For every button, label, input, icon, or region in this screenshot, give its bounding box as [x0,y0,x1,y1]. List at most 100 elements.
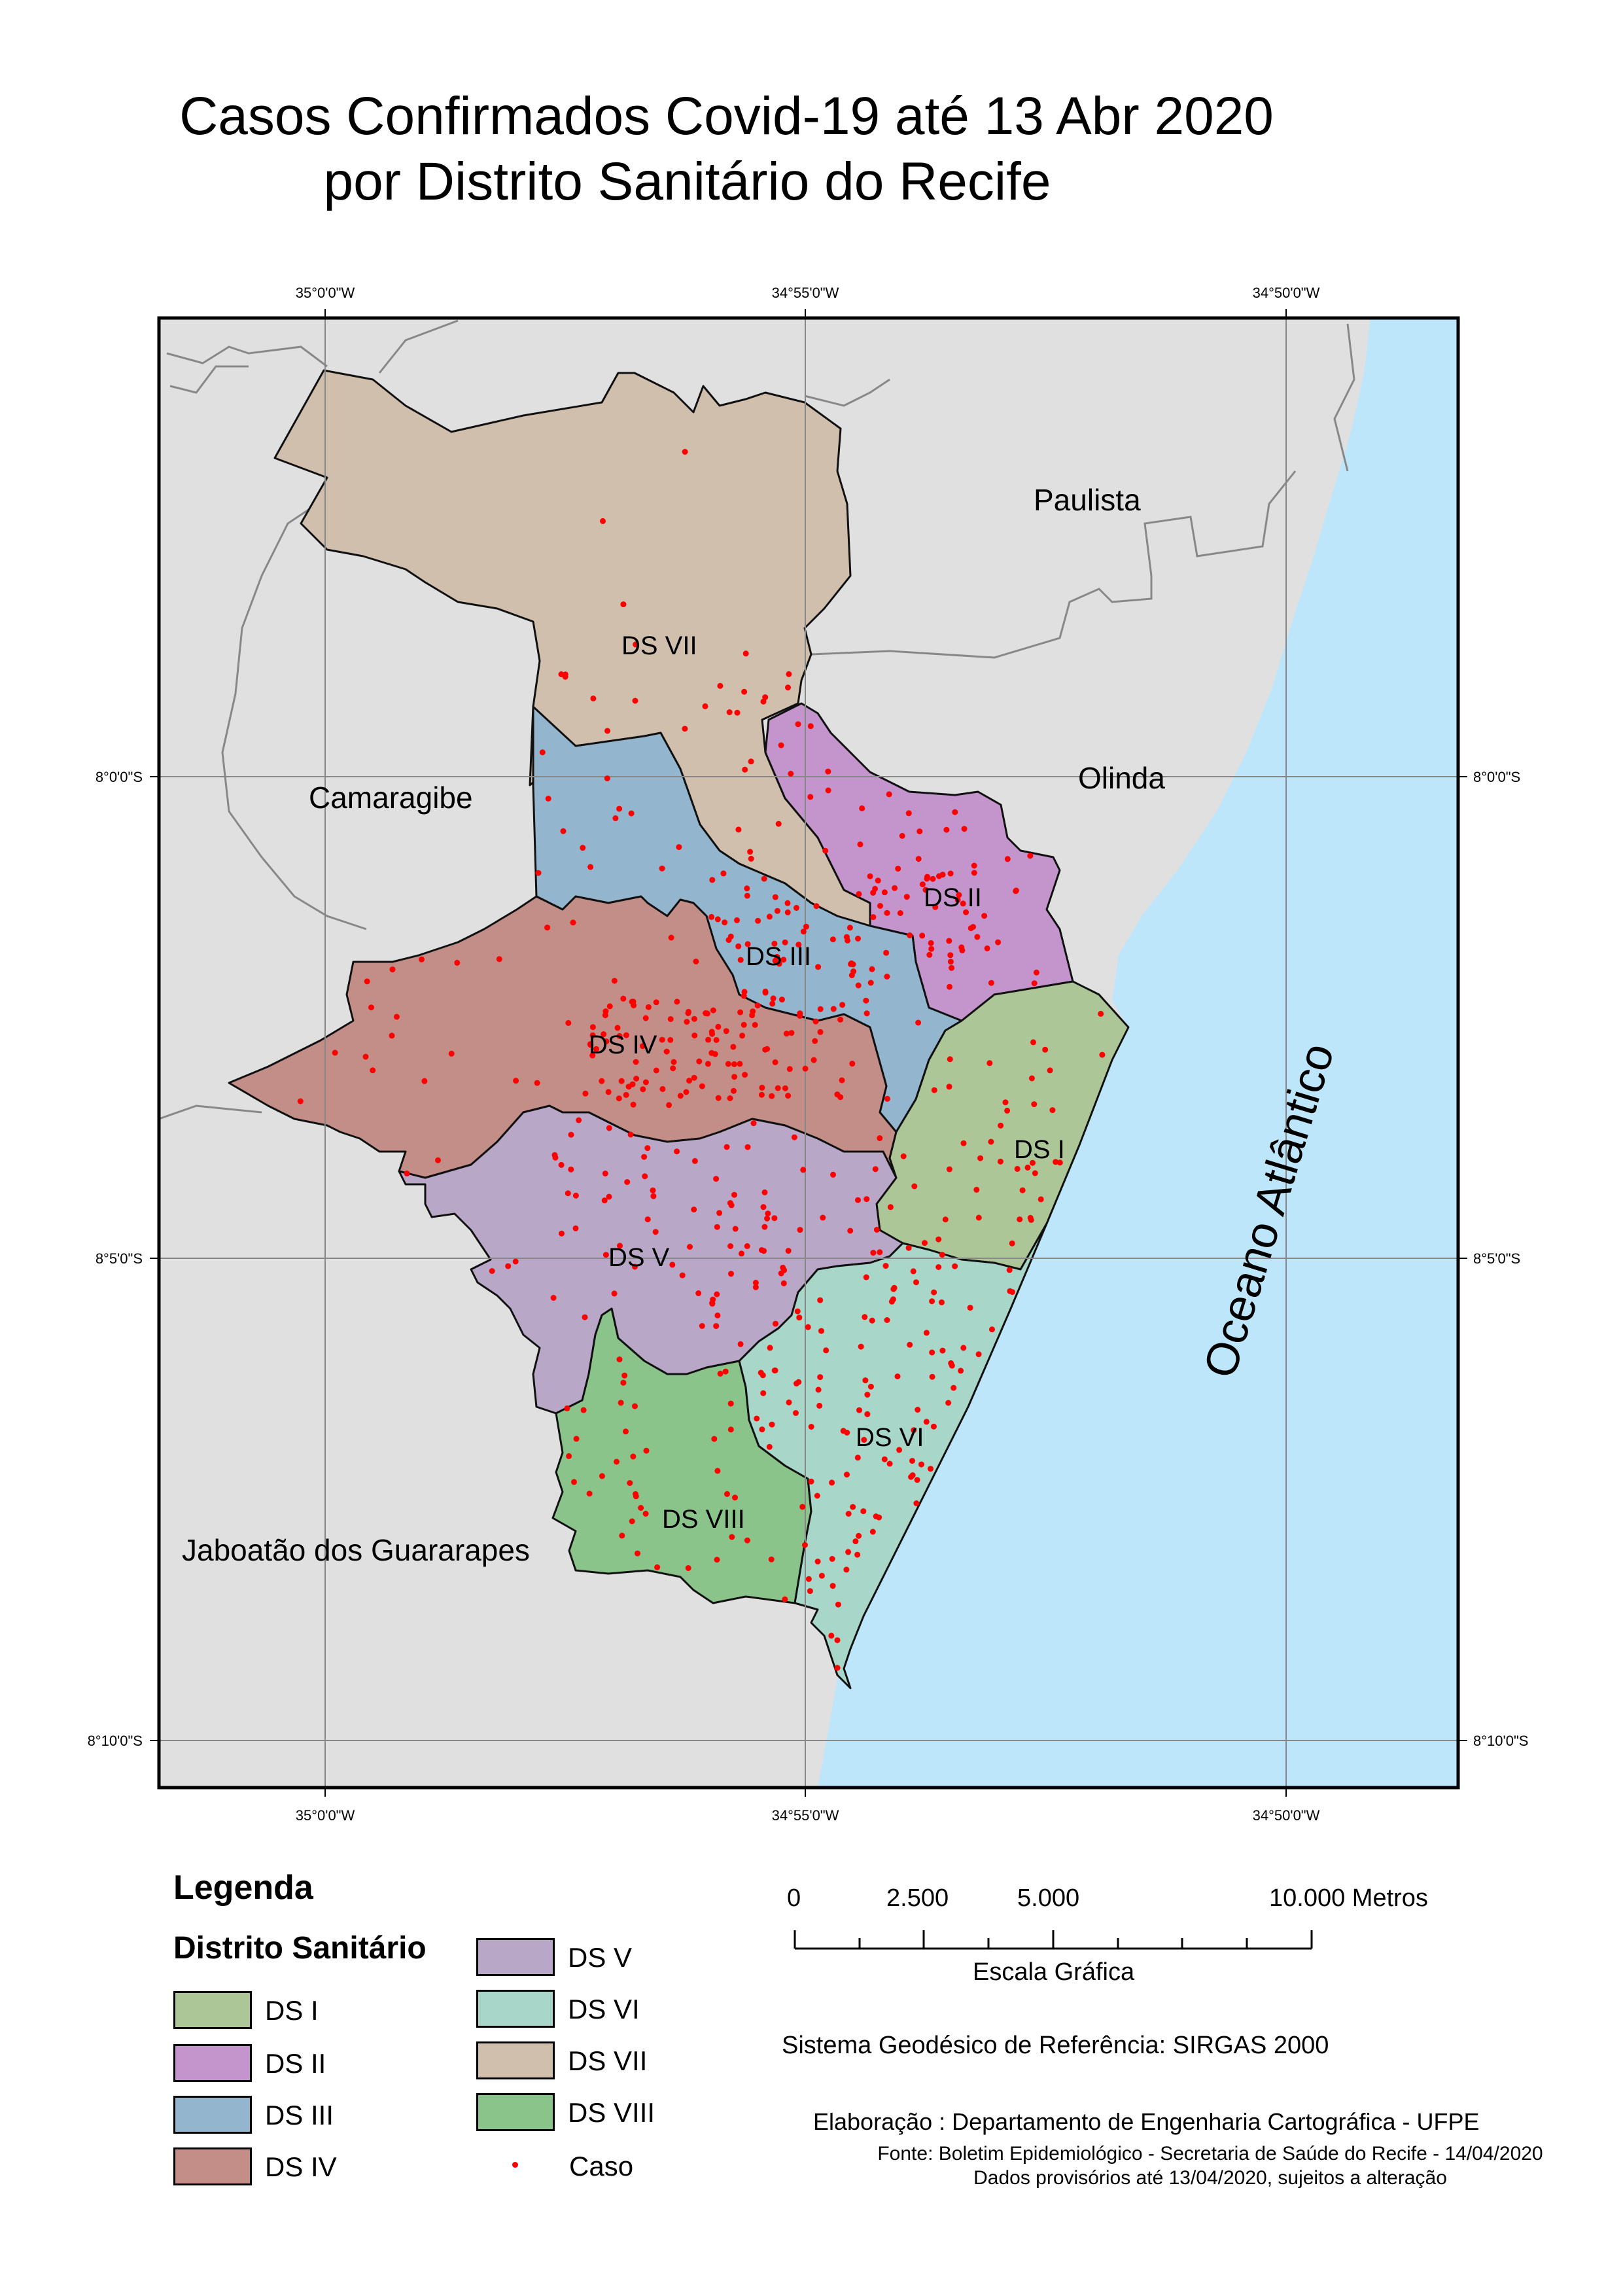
case-dot [873,1513,879,1519]
credits-elaboration: Elaboração : Departamento de Engenharia … [813,2108,1480,2135]
case-dot [855,982,862,989]
case-dot [1013,887,1019,894]
case-dot [903,894,910,900]
case-dot [580,1407,587,1413]
case-dot [956,892,962,898]
case-dot [370,1067,376,1074]
case-dot [699,1083,705,1089]
case-dot [848,960,854,966]
case-dot [582,1090,589,1097]
case-dot [854,1455,861,1461]
case-dot [793,1410,799,1416]
case-dot [512,1258,519,1265]
case-dot [1017,1216,1023,1223]
case-dot [744,885,750,892]
case-dot [960,900,966,907]
case-dot [909,1458,915,1464]
case-dot [750,1008,756,1015]
case-dot [741,993,747,999]
case-dot [785,684,791,691]
case-dot [699,1323,705,1329]
case-dot [864,1010,870,1017]
case-dot [650,1193,657,1199]
lon-label-top-2: 34°55'0"W [772,285,839,301]
case-dot [735,943,742,949]
case-dot [764,1046,771,1052]
case-dot [758,1091,765,1098]
case-dot [797,1010,803,1017]
case-dot [570,919,576,926]
case-dot [762,988,769,995]
case-dot [930,1423,937,1430]
case-dot [817,1029,824,1035]
case-dot [997,1158,1003,1165]
case-dot [489,1268,495,1274]
case-dot [630,1101,637,1108]
case-dot [967,1305,973,1311]
case-dot [759,1084,765,1091]
case-dot [602,1012,608,1019]
case-dot [883,949,890,956]
case-dot [914,1477,920,1483]
case-dot [928,1466,934,1472]
case-dot [845,937,851,944]
case-dot [919,881,926,888]
case-dot [1004,856,1011,862]
case-dot [850,968,857,975]
case-dot [633,1076,640,1082]
case-dot [640,1086,646,1093]
case-dot [945,1400,952,1406]
case-dot [711,1436,718,1442]
case-dot [946,938,952,944]
case-dot [727,1200,733,1207]
case-dot [644,1145,651,1152]
case-dot [830,1006,837,1012]
case-dot [684,1019,690,1025]
case-dot [644,1216,651,1223]
municipal-border [159,1104,262,1120]
case-dot [839,1002,846,1008]
municipal-border [221,496,367,930]
case-dot [886,791,892,798]
case-dot [780,1280,787,1286]
case-dot [882,1263,889,1269]
case-dot [960,1345,967,1351]
case-dot [867,873,873,879]
case-dot [708,913,715,920]
case-dot [872,1166,879,1173]
case-dot [705,1061,711,1067]
case-dot [772,957,778,964]
district-label-ds-ii: DS II [924,883,982,912]
case-dot [419,956,425,963]
case-dot [815,964,822,970]
case-dot [1030,1159,1036,1166]
case-dot [788,1030,795,1036]
case-dot [505,1263,512,1269]
case-dot [619,1532,625,1539]
reference-system: Sistema Geodésico de Referência: SIRGAS … [782,2032,1329,2059]
case-dot [817,1374,824,1381]
case-dot [1028,1075,1035,1082]
case-dot [782,1596,788,1602]
case-dot [564,1405,570,1411]
case-dot [612,815,619,821]
case-dot [939,1299,945,1305]
case-dot [807,1588,813,1595]
case-dot [862,1314,868,1320]
case-dot [629,1518,635,1525]
case-dot [758,1369,764,1376]
case-dot [618,1078,625,1084]
legend-swatch-ds-iv [173,2147,252,2185]
case-dot [643,1447,650,1454]
case-dot [691,1157,698,1164]
case-dot [616,805,623,812]
case-dot [589,1032,596,1038]
case-dot [1009,1240,1015,1246]
case-dot [947,1056,953,1063]
case-dot [1014,1165,1021,1172]
case-dot [1032,1170,1038,1176]
case-dot [714,1224,720,1230]
case-dot [674,998,680,1005]
case-dot [834,1665,841,1671]
case-dot [931,1087,937,1093]
